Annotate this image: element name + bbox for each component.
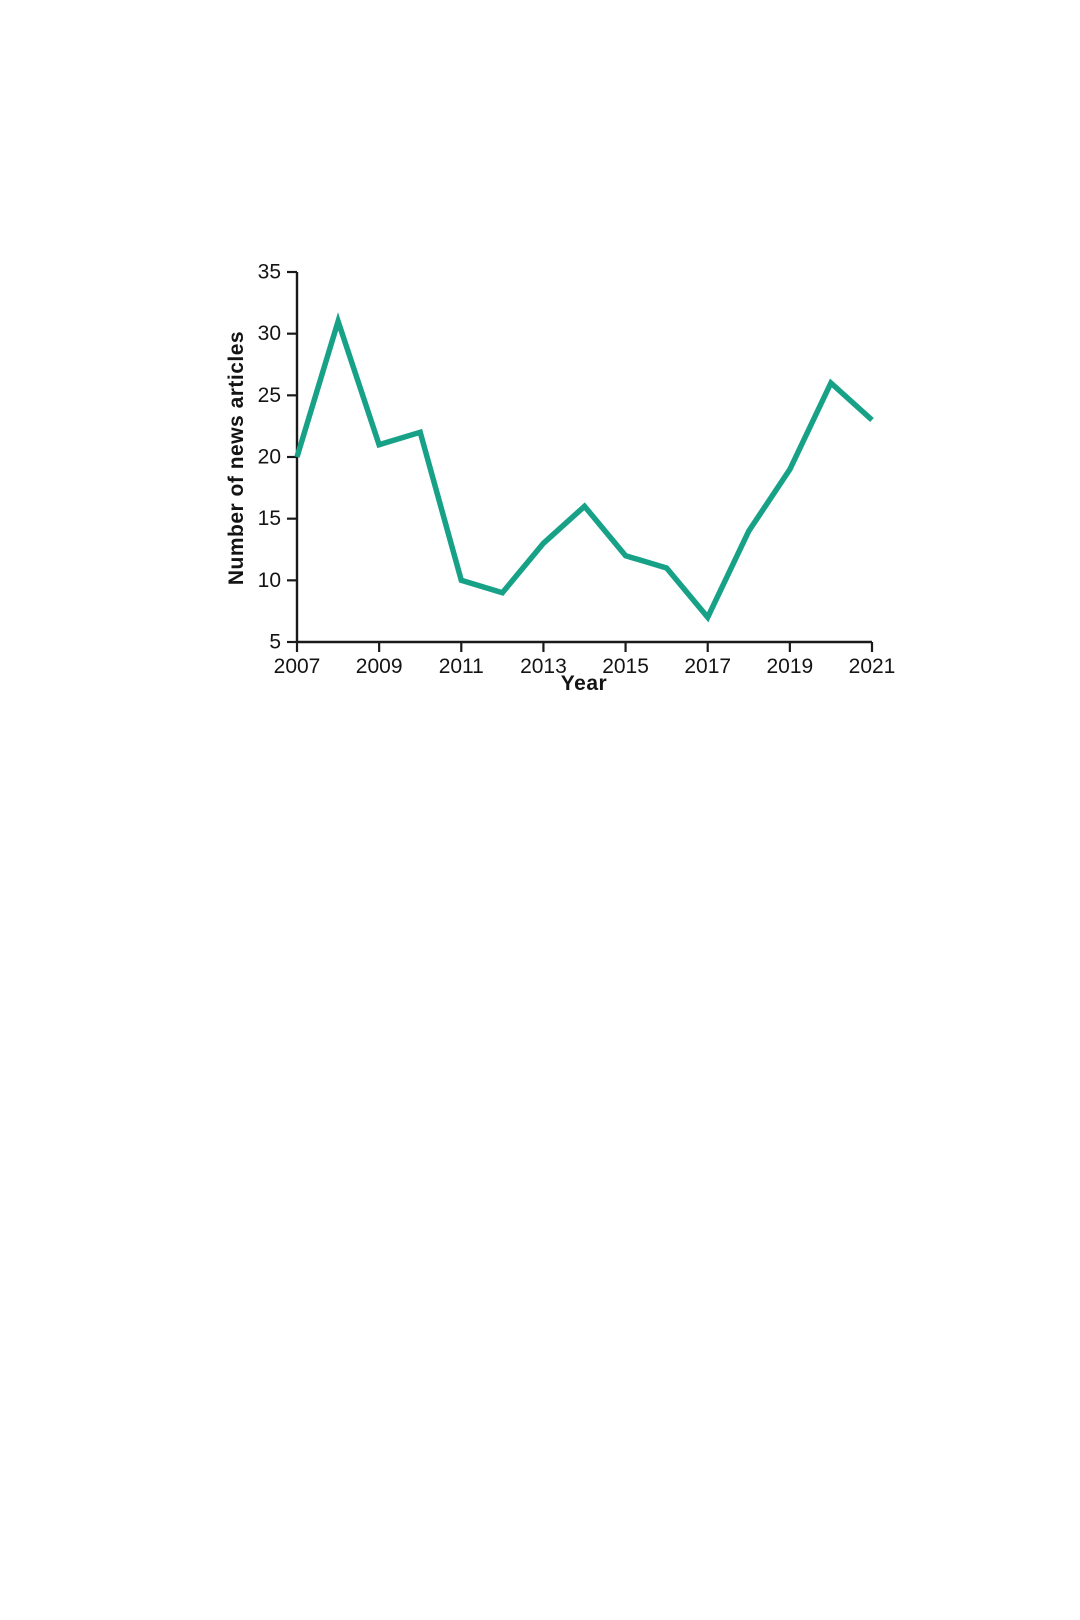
x-tick-label: 2021 — [849, 655, 896, 678]
y-tick-label: 5 — [269, 631, 281, 654]
x-tick-label: 2019 — [766, 655, 813, 678]
y-tick-label: 25 — [258, 384, 281, 407]
x-tick-label: 2007 — [274, 655, 321, 678]
y-tick-label: 20 — [258, 446, 281, 469]
x-tick-label: 2011 — [439, 655, 484, 678]
y-tick-label: 10 — [258, 569, 281, 592]
x-tick-label: 2015 — [602, 655, 649, 678]
x-axis-title: Year — [560, 672, 608, 695]
x-tick-label: 2017 — [684, 655, 731, 678]
x-tick-label: 2013 — [520, 655, 567, 678]
y-tick-label: 15 — [258, 507, 281, 530]
y-axis-title: Number of news articles — [225, 330, 248, 586]
y-tick-label: 35 — [258, 261, 281, 284]
y-tick-label: 30 — [258, 322, 281, 345]
x-tick-label: 2009 — [356, 655, 403, 678]
data-line-series — [294, 312, 874, 623]
